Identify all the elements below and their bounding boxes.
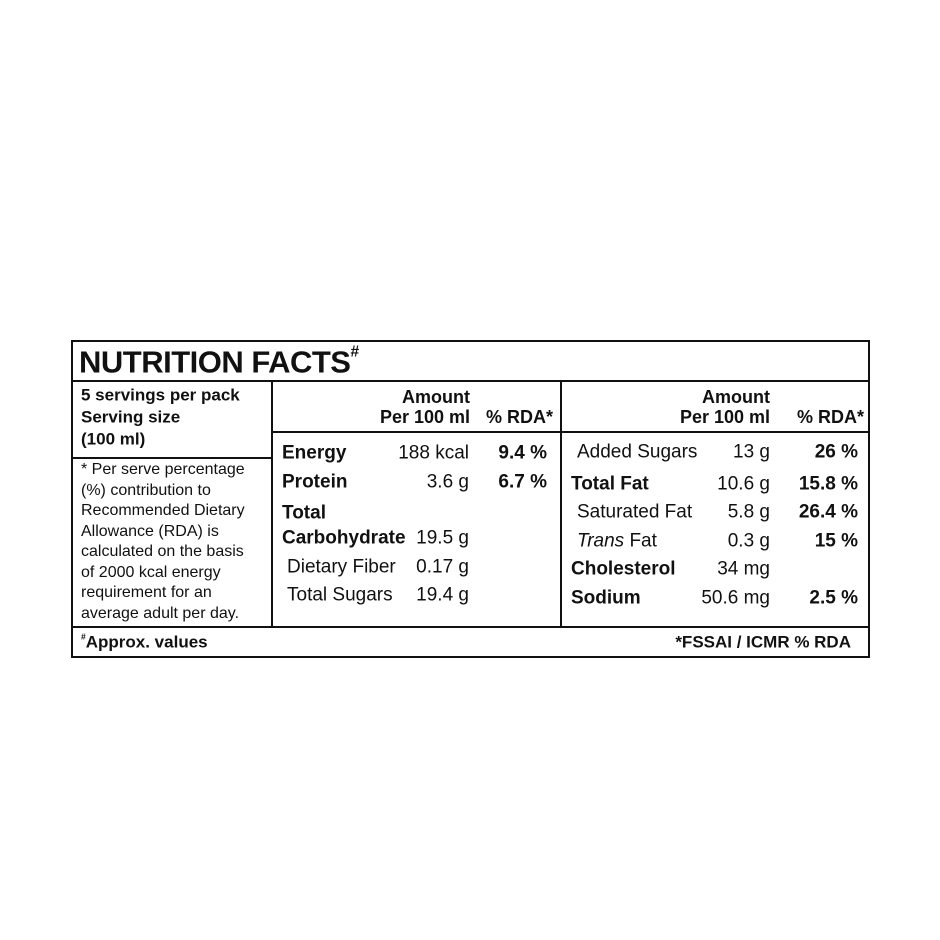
rda-note: (%) contribution to <box>81 481 211 499</box>
title-text: NUTRITION FACTS <box>79 344 351 380</box>
nutrient-label: Energy <box>282 442 347 464</box>
serving-info: Serving size <box>81 407 181 427</box>
nutrient-rda: 9.4 % <box>498 442 547 464</box>
nutrient-rda: 6.7 % <box>498 471 547 493</box>
nutrient-amount: 5.8 g <box>727 501 770 523</box>
nutrient-rda: 26.4 % <box>798 501 858 523</box>
header-rda: % RDA* <box>796 407 864 427</box>
nutrient-amount: 13 g <box>733 441 770 463</box>
serving-rule <box>71 457 272 459</box>
header-per: Per 100 ml <box>379 407 470 427</box>
label-italic: Trans <box>577 530 625 552</box>
footer-rule <box>71 626 870 628</box>
nutrient-label: Cholesterol <box>571 558 676 580</box>
border-left <box>71 340 73 658</box>
header-amount: Amount <box>402 387 470 407</box>
serving-info: (100 ml) <box>81 429 146 449</box>
header-amount: Amount <box>702 387 770 407</box>
title-rule <box>71 380 870 382</box>
rda-note: average adult per day. <box>81 604 240 622</box>
nutrient-label: Total Fat <box>571 473 649 495</box>
nutrient-rda: 26 % <box>814 441 858 463</box>
border-top <box>71 340 870 342</box>
nutrient-label: Saturated Fat <box>577 501 693 523</box>
nutrient-label: Total <box>282 502 326 524</box>
footer-mark: # <box>81 631 86 642</box>
rda-note: of 2000 kcal energy <box>81 563 221 581</box>
nutrient-label: Trans Fat <box>577 532 657 551</box>
nutrient-label: Carbohydrate <box>282 527 406 549</box>
nutrient-amount: 50.6 mg <box>701 587 770 609</box>
nutrient-rda: 15 % <box>814 530 858 552</box>
nutrient-rda: 15.8 % <box>798 473 858 495</box>
col-rule <box>560 380 562 627</box>
rda-note: calculated on the basis <box>81 543 244 560</box>
nutrient-amount: 188 kcal <box>398 442 469 464</box>
nutrient-label: Added Sugars <box>577 441 698 463</box>
nutrient-label: Protein <box>282 471 348 493</box>
nutrient-amount: 34 mg <box>717 558 770 580</box>
serving-info: 5 servings per pack <box>81 385 240 405</box>
rda-note: Allowance (RDA) is <box>81 522 219 540</box>
nutrient-rda: 2.5 % <box>809 587 858 609</box>
footer-source: *FSSAI / ICMR % RDA <box>675 632 851 652</box>
nutrient-amount: 0.17 g <box>416 556 469 578</box>
approx-text: Approx. values <box>85 632 208 652</box>
border-right <box>868 340 870 658</box>
col-rule <box>271 380 273 627</box>
rda-note: Recommended Dietary <box>81 502 245 519</box>
nutrient-label: Sodium <box>571 587 641 609</box>
nutrient-amount: 0.3 g <box>727 530 770 552</box>
title: NUTRITION FACTS# <box>79 343 360 380</box>
border-bottom <box>71 656 870 658</box>
header-rda: % RDA* <box>485 407 553 427</box>
title-mark: # <box>350 343 360 361</box>
nutrient-amount: 3.6 g <box>426 471 469 493</box>
footer-approx: #Approx. values <box>81 631 208 652</box>
nutrient-label: Dietary Fiber <box>287 556 396 578</box>
nutrient-amount: 19.4 g <box>416 584 469 606</box>
header-rule <box>272 431 869 433</box>
nutrient-amount: 10.6 g <box>717 473 770 495</box>
rda-note: * Per serve percentage <box>81 461 245 478</box>
label-text: Fat <box>629 530 657 552</box>
nutrient-amount: 19.5 g <box>416 527 469 549</box>
rda-note: requirement for an <box>81 584 212 601</box>
header-per: Per 100 ml <box>679 407 770 427</box>
nutrient-label: Total Sugars <box>287 584 393 606</box>
